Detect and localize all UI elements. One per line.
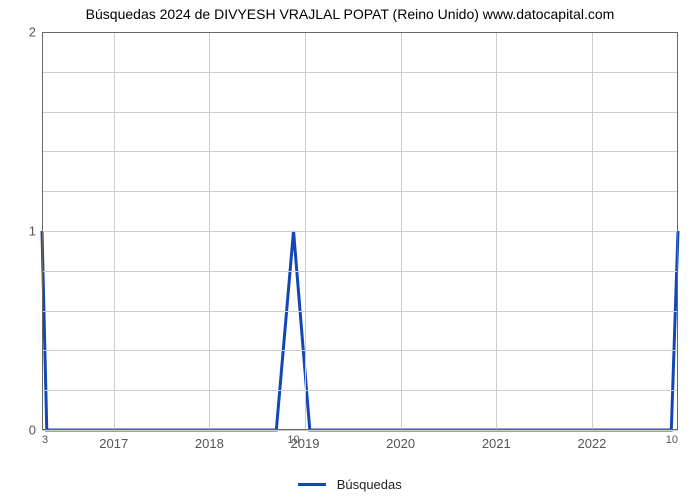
axis-right (677, 32, 678, 430)
y-tick-label: 1 (29, 224, 42, 239)
gridline-h-minor (42, 151, 678, 152)
x-tick-label: 2020 (386, 430, 415, 451)
point-value-label: 10 (287, 430, 299, 446)
axis-bottom (42, 429, 678, 430)
axis-top (42, 32, 678, 33)
y-tick-label: 2 (29, 25, 42, 40)
gridline-h-minor (42, 350, 678, 351)
axis-left (42, 32, 43, 430)
gridline-h-minor (42, 191, 678, 192)
gridline-h-minor (42, 72, 678, 73)
gridline-h-minor (42, 271, 678, 272)
gridline-v (592, 32, 593, 430)
point-value-label: 10 (666, 430, 678, 446)
gridline-v (209, 32, 210, 430)
gridline-h (42, 231, 678, 232)
point-value-label: 3 (42, 430, 48, 446)
legend-swatch (298, 483, 326, 486)
gridline-h-minor (42, 390, 678, 391)
plot-area: 01220172018201920202021202231010 (42, 32, 678, 430)
gridline-v (114, 32, 115, 430)
legend: Búsquedas (0, 476, 700, 494)
x-tick-label: 2022 (577, 430, 606, 451)
series-polyline (42, 231, 678, 430)
y-tick-label: 0 (29, 423, 42, 438)
chart-container: { "chart": { "type": "line", "title": "B… (0, 0, 700, 500)
gridline-v (401, 32, 402, 430)
x-tick-label: 2021 (482, 430, 511, 451)
gridline-h-minor (42, 112, 678, 113)
x-tick-label: 2018 (195, 430, 224, 451)
legend-label: Búsquedas (337, 477, 402, 492)
gridline-v (496, 32, 497, 430)
x-tick-label: 2017 (99, 430, 128, 451)
gridline-v (305, 32, 306, 430)
gridline-h-minor (42, 311, 678, 312)
chart-title: Búsquedas 2024 de DIVYESH VRAJLAL POPAT … (0, 6, 700, 22)
